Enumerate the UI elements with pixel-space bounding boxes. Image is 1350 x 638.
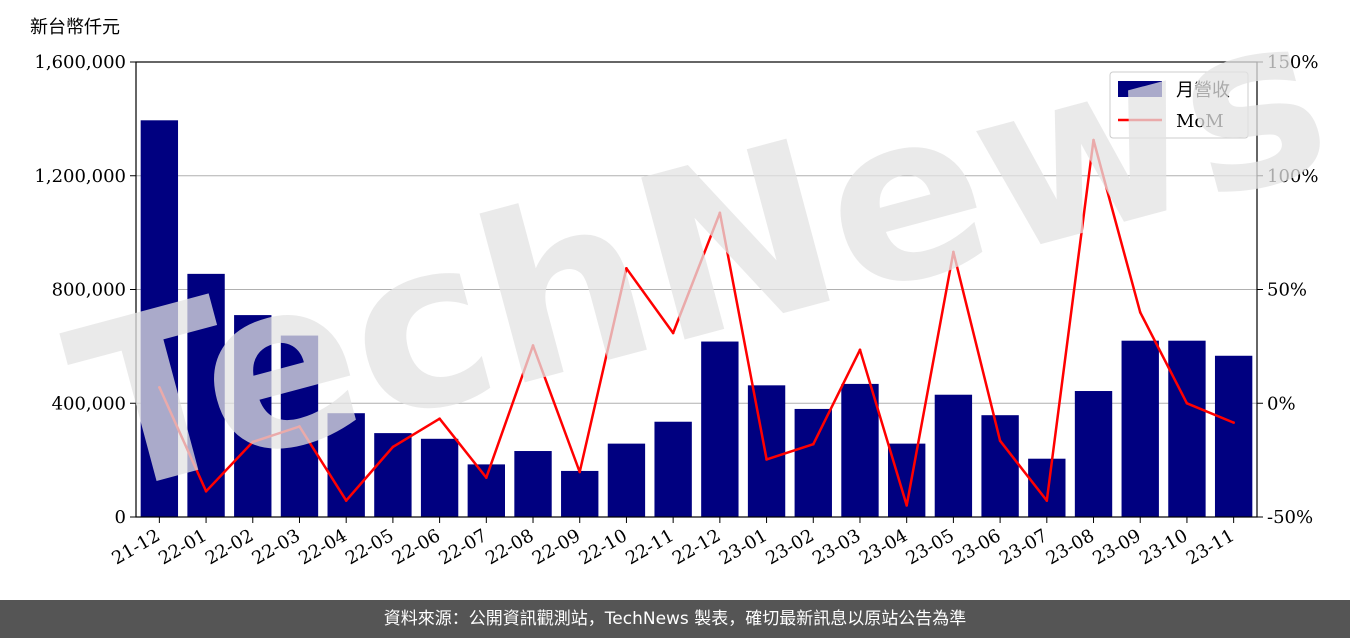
mom-point-23-08 (1092, 138, 1095, 142)
bar-21-12 (140, 120, 179, 517)
left-tick-label: 1,600,000 (34, 52, 126, 73)
chart-svg: 新台幣仟元 0 400,000 800,000 1,200,000 1,600,000 -… (30, 17, 1318, 569)
bar-22-12 (701, 341, 739, 517)
bar-23-02 (794, 408, 832, 517)
legend-label-revenue: 月營收 (1176, 80, 1230, 101)
bar-23-05 (934, 394, 973, 517)
left-tick-label: 400,000 (52, 393, 126, 414)
x-tick-label-23-05: 23-05 (902, 525, 957, 569)
x-tick-label-22-10: 22-10 (575, 525, 630, 569)
mom-point-23-07 (1045, 499, 1049, 502)
bar-23-06 (981, 415, 1019, 517)
mom-point-23-06 (998, 439, 1002, 443)
x-tick-label-23-11: 23-11 (1183, 525, 1238, 569)
bar-23-01 (747, 385, 786, 517)
mom-point-23-10 (1185, 401, 1189, 405)
x-tick-label-22-02: 22-02 (202, 525, 257, 569)
bar-22-09 (561, 470, 599, 517)
x-tick-label-22-05: 22-05 (342, 525, 397, 569)
mom-point-21-12 (158, 386, 161, 389)
right-tick-label: 100% (1267, 166, 1318, 187)
x-tick-label-22-09: 22-09 (529, 525, 584, 569)
bar-23-11 (1214, 355, 1253, 517)
bar-23-08 (1074, 391, 1113, 517)
bar-22-01 (187, 273, 225, 517)
mom-point-22-06 (438, 417, 441, 421)
left-tick-label: 800,000 (52, 280, 126, 301)
mom-point-23-01 (765, 458, 768, 461)
right-tick-label: 50% (1267, 280, 1307, 301)
mom-point-22-10 (625, 267, 628, 270)
x-tick-label-22-11: 22-11 (622, 525, 677, 569)
x-tick-label-23-08: 23-08 (1043, 525, 1098, 569)
y-unit-label: 新台幣仟元 (30, 17, 120, 38)
line-layer (158, 138, 1235, 507)
bar-23-10 (1168, 340, 1206, 517)
mom-point-22-05 (391, 445, 395, 449)
x-tick-label-23-03: 23-03 (809, 525, 864, 569)
x-tick-label-23-07: 23-07 (996, 525, 1051, 569)
bar-22-02 (234, 315, 272, 517)
x-tick-label-22-01: 22-01 (155, 525, 210, 569)
footer-source-note: 資料來源：公開資訊觀測站，TechNews 製表，確切最新訊息以原站公告為準 (0, 600, 1350, 638)
chart: TechNews 新台幣仟元 0 400,000 800,000 1,200,000 1… (30, 0, 1350, 569)
x-tick-label-23-02: 23-02 (762, 525, 817, 569)
x-tick-label-22-03: 22-03 (249, 525, 304, 569)
x-tick-label-22-07: 22-07 (435, 525, 490, 569)
x-tick-label-22-06: 22-06 (389, 525, 444, 569)
legend-label-mom: MoM (1176, 111, 1224, 132)
bar-22-06 (420, 438, 459, 517)
right-tick-label: 150% (1267, 52, 1318, 73)
x-tick-label-23-09: 23-09 (1089, 525, 1144, 569)
bar-23-03 (841, 383, 879, 517)
left-tick-label: 1,200,000 (34, 166, 126, 187)
mom-point-22-12 (718, 211, 722, 215)
mom-point-22-04 (344, 499, 348, 502)
mom-point-22-01 (204, 489, 208, 493)
right-tick-label: -50% (1267, 507, 1313, 528)
mom-point-23-05 (952, 250, 955, 254)
legend: 月營收 MoM (1109, 71, 1249, 139)
bar-layer (140, 120, 1253, 517)
mom-point-22-03 (298, 425, 301, 428)
right-tick-label: 0% (1267, 393, 1296, 414)
mom-point-23-09 (1138, 310, 1142, 314)
mom-point-22-11 (671, 331, 675, 335)
bar-22-08 (514, 451, 552, 517)
bar-22-11 (654, 421, 692, 517)
bar-23-07 (1028, 458, 1066, 517)
x-tick-label-22-08: 22-08 (482, 525, 537, 569)
mom-line (158, 138, 1235, 507)
bar-22-07 (467, 464, 505, 517)
bar-23-09 (1121, 340, 1159, 517)
left-tick-label: 0 (115, 507, 126, 528)
x-tick-label-23-06: 23-06 (949, 525, 1004, 569)
x-tick-label-23-01: 23-01 (716, 525, 771, 569)
mom-point-22-07 (485, 476, 488, 479)
x-tick-label-22-04: 22-04 (295, 525, 350, 569)
mom-point-23-11 (1232, 421, 1235, 424)
bar-22-10 (607, 443, 646, 517)
mom-point-23-02 (811, 442, 815, 446)
mom-point-22-09 (578, 470, 582, 474)
x-tick-label-23-04: 23-04 (856, 525, 911, 569)
mom-point-22-02 (251, 440, 255, 444)
x-tick-label-23-10: 23-10 (1136, 525, 1191, 569)
x-tick-label-22-12: 22-12 (669, 525, 724, 569)
mom-point-22-08 (531, 344, 535, 347)
mom-point-23-03 (858, 348, 862, 352)
grid-layer (136, 175, 1257, 404)
mom-point-23-04 (905, 504, 908, 507)
legend-swatch-bar (1118, 81, 1162, 97)
x-tick-label-21-12: 21-12 (108, 525, 163, 569)
